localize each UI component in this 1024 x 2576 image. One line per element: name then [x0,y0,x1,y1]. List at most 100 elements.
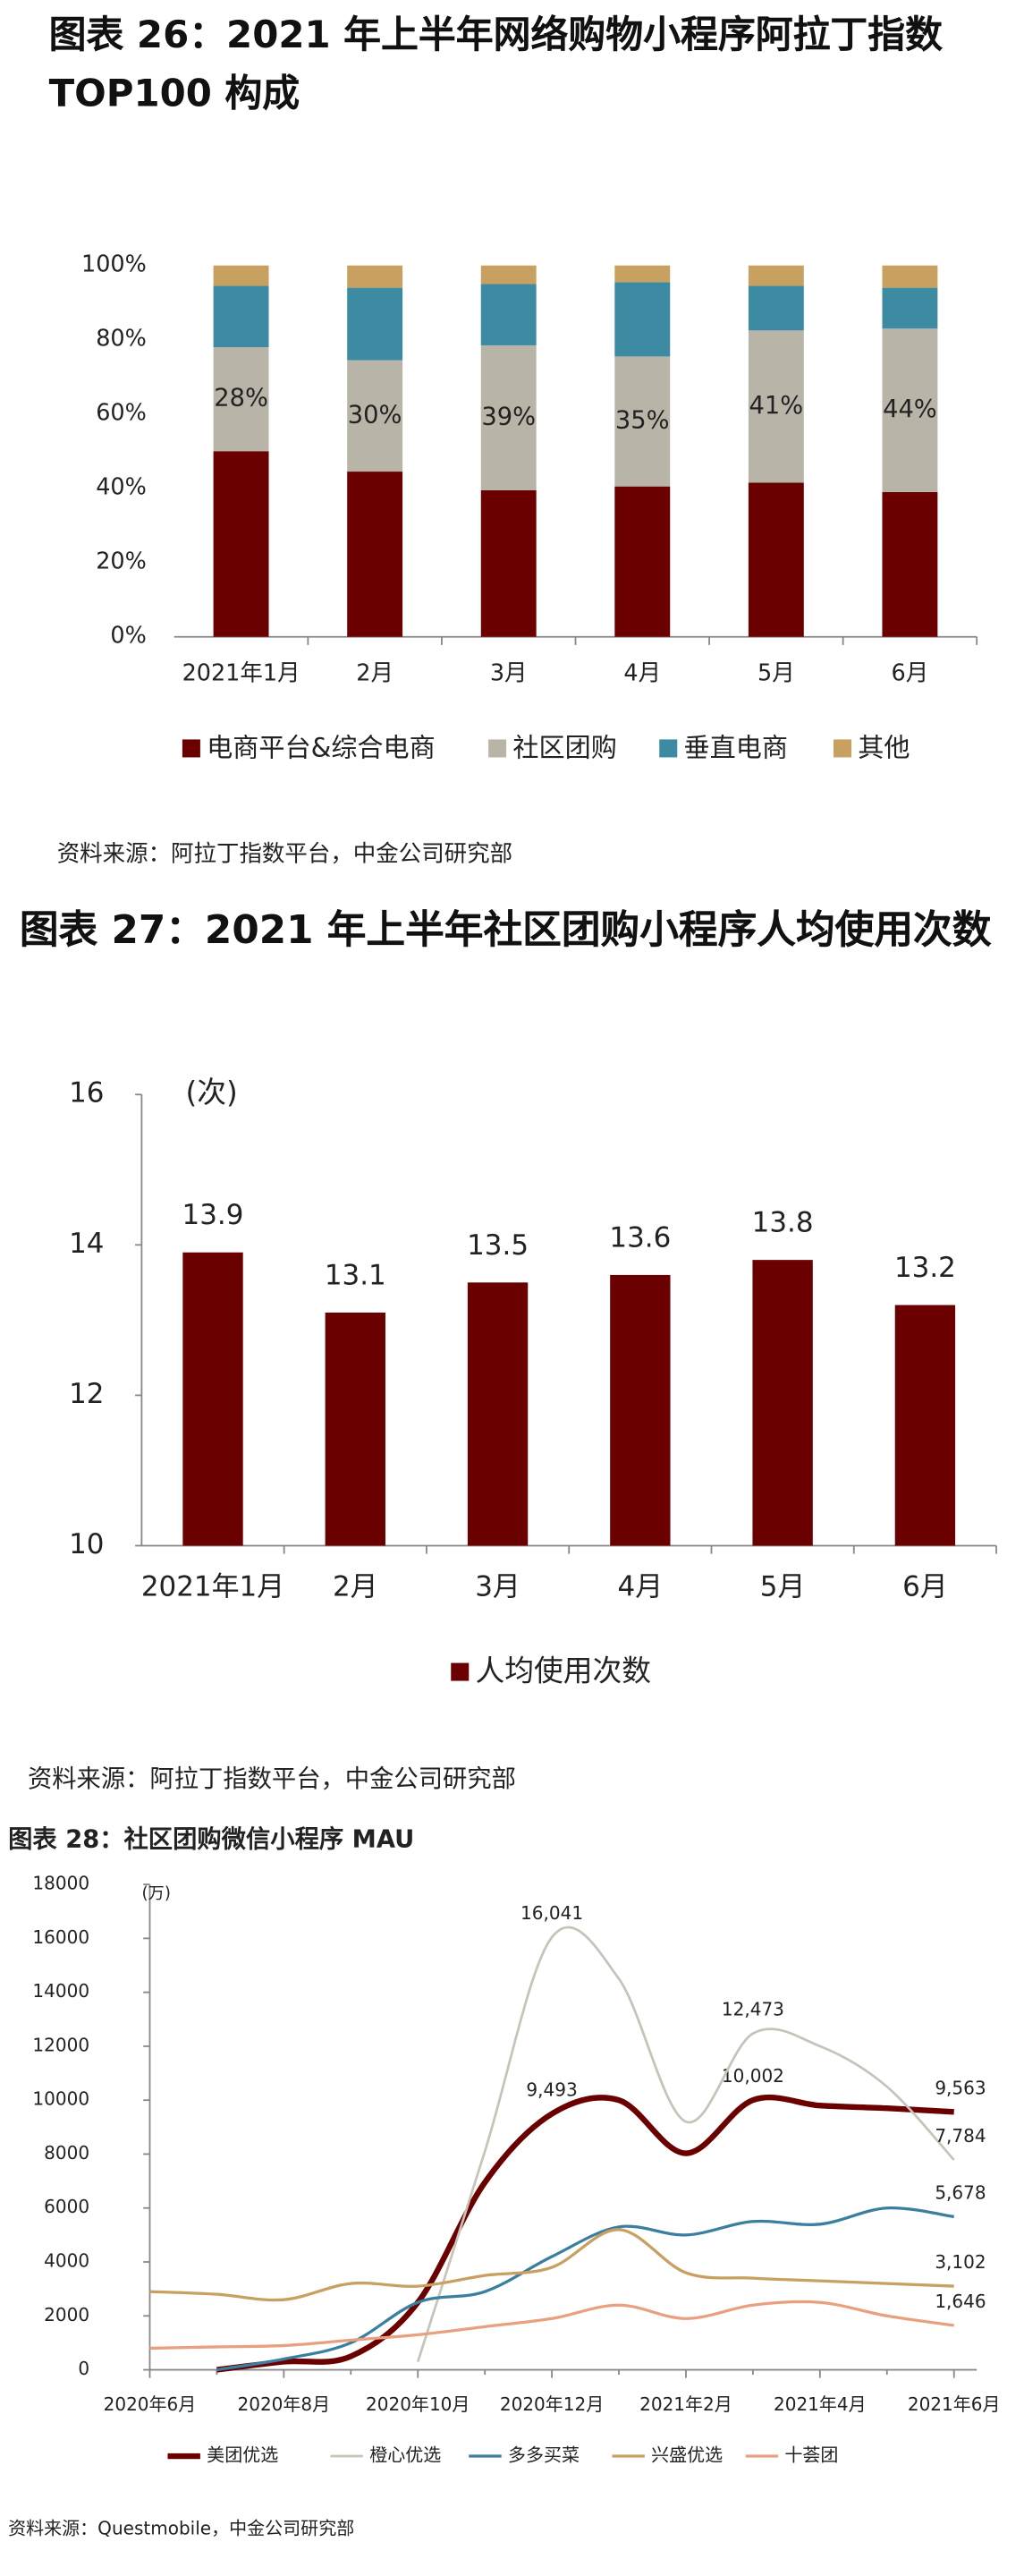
bar [882,491,938,637]
bar [882,287,938,329]
bar [213,265,269,286]
y-tick-label: 18000 [32,1873,89,1894]
y-axis-label: (次) [185,1075,237,1109]
y-tick-label: 12000 [32,2034,89,2055]
y-tick-label: 10000 [32,2088,89,2110]
bar [614,486,671,637]
legend-swatch [834,739,852,758]
x-tick-label: 2021年4月 [774,2393,867,2415]
data-label: 35% [615,407,670,435]
bar [480,489,537,637]
title-box: 图表 26：2021 年上半年网络购物小程序阿拉丁指数 TOP100 构成 [48,14,944,116]
data-label: 39% [481,403,536,430]
y-tick-label: 16000 [32,1926,89,1948]
x-tick-label: 2月 [356,660,394,687]
bar [882,265,938,288]
y-tick-label: 20% [96,548,147,575]
legend-label: 人均使用次数 [476,1654,652,1688]
bar [347,472,403,637]
legend-label: 社区团购 [512,732,616,762]
x-tick-label: 2020年8月 [237,2393,330,2415]
x-tick-label: 2021年1月 [141,1570,284,1603]
title-box: 图表 27：2021 年上半年社区团购小程序人均使用次数 [19,906,992,953]
bar [213,285,269,348]
bar [614,265,671,283]
y-tick-label: 12 [69,1378,104,1410]
data-label: 12,473 [722,1999,784,2020]
x-tick-label: 2020年12月 [500,2393,604,2415]
bar [182,1252,243,1546]
bar [748,285,804,331]
y-tick-label: 6000 [44,2196,89,2217]
data-label: 9,493 [526,2079,577,2100]
bar [894,1305,956,1546]
data-label: 30% [348,401,402,429]
data-label: 16,041 [520,1902,583,1924]
bar [213,451,269,637]
x-tick-label: 3月 [490,660,528,687]
line-series [416,1926,955,2362]
bar [748,330,804,483]
y-tick-label: 80% [96,326,147,353]
bar [748,265,804,286]
x-tick-label: 6月 [892,660,929,687]
bar [748,482,804,637]
bar [213,347,269,452]
x-tick-label: 3月 [475,1570,520,1603]
y-tick-label: 60% [96,400,147,427]
legend-swatch [451,1662,470,1681]
y-tick-label: 14 [69,1228,104,1260]
data-label: 13.2 [894,1252,956,1284]
x-tick-label: 6月 [902,1570,948,1603]
source: 资料来源：阿拉丁指数平台，中金公司研究部 [57,841,512,868]
x-tick-label: 2月 [333,1570,378,1603]
data-label: 13.8 [752,1207,814,1239]
legend-label: 多多买菜 [508,2444,580,2466]
y-tick-label: 10 [69,1528,104,1560]
bar [480,284,537,345]
line-series [216,2094,954,2373]
y-tick-label: 16 [69,1077,104,1109]
legend-swatch [488,739,507,758]
legend-label: 橙心优选 [369,2444,441,2466]
data-label: 41% [749,392,804,420]
data-label: 7,784 [935,2125,986,2147]
x-tick-label: 5月 [757,660,795,687]
legend-label: 电商平台&综合电商 [207,732,436,762]
data-label: 10,002 [722,2065,784,2087]
data-label: 13.1 [325,1259,386,1291]
source: 资料来源：Questmobile，中金公司研究部 [8,2517,354,2538]
data-label: 3,102 [935,2251,986,2273]
bar [480,344,537,490]
line-series [149,2228,954,2302]
legend-label: 美团优选 [207,2444,278,2466]
x-tick-label: 2020年6月 [104,2393,197,2415]
y-tick-label: 8000 [44,2142,89,2164]
legend-label: 兴盛优选 [651,2444,723,2466]
bar [752,1260,813,1546]
bar [610,1274,671,1546]
legend-label: 其他 [858,732,910,762]
chart-title: 图表 26：2021 年上半年网络购物小程序阿拉丁指数 TOP100 构成 [48,14,944,116]
x-tick-label: 5月 [760,1570,806,1603]
x-tick-label: 4月 [623,660,661,687]
y-tick-label: 4000 [44,2250,89,2272]
bar [325,1312,385,1546]
data-label: 13.9 [182,1199,244,1231]
bar [347,360,403,472]
bar [347,265,403,288]
y-tick-label: 0 [78,2358,89,2379]
x-tick-label: 2021年2月 [639,2393,732,2415]
legend-swatch [182,739,200,758]
legend-label: 垂直电商 [684,732,788,762]
bar [480,265,537,285]
data-label: 5,678 [935,2181,986,2203]
x-tick-label: 2020年10月 [366,2393,470,2415]
data-label: 9,563 [935,2077,986,2098]
y-axis-label: (万) [142,1884,171,1903]
data-label: 28% [214,385,268,412]
data-label: 13.6 [609,1221,671,1254]
chart-title: 图表 27：2021 年上半年社区团购小程序人均使用次数 [19,906,992,953]
